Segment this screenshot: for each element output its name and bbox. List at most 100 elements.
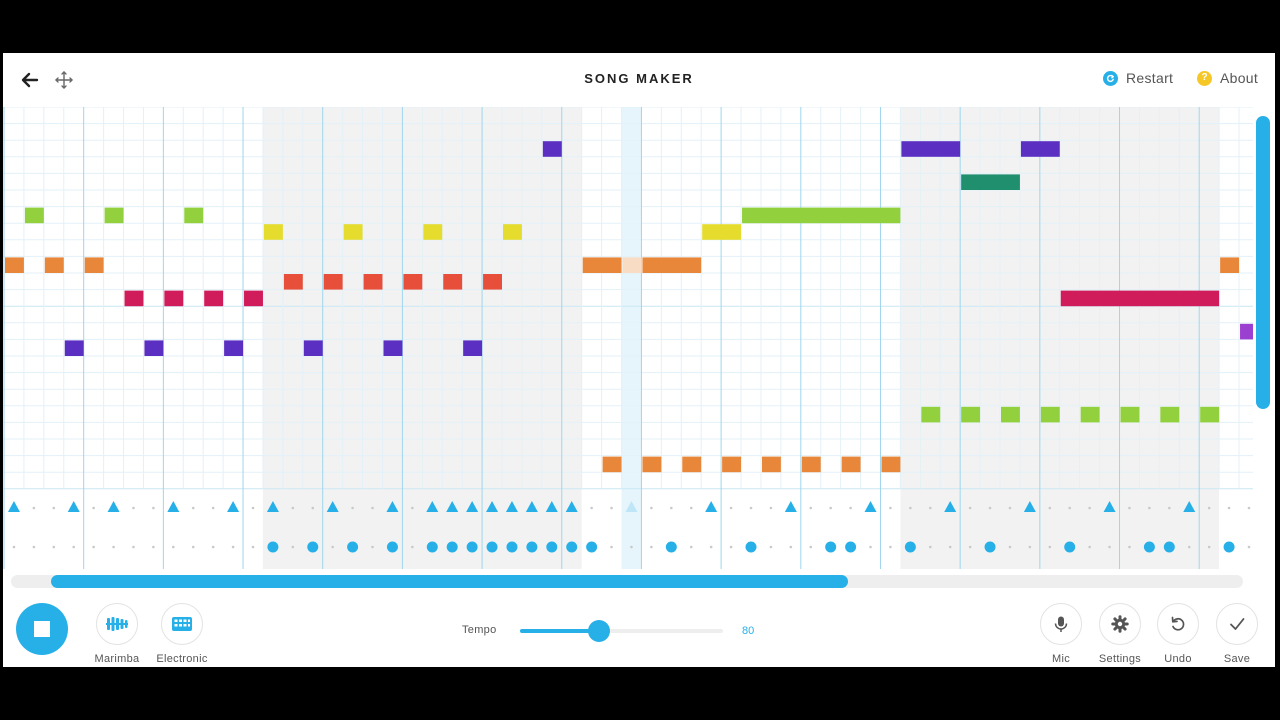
- percussion-triangle[interactable]: [426, 501, 439, 512]
- percussion-empty-dot[interactable]: [311, 506, 315, 510]
- percussion-empty-dot[interactable]: [291, 545, 295, 549]
- melody-note[interactable]: [722, 456, 742, 473]
- percussion-empty-dot[interactable]: [1068, 506, 1072, 510]
- percussion-empty-dot[interactable]: [968, 506, 972, 510]
- percussion-empty-dot[interactable]: [411, 545, 414, 549]
- melody-note[interactable]: [483, 274, 502, 290]
- percussion-empty-dot[interactable]: [809, 506, 813, 510]
- melody-note[interactable]: [1240, 323, 1253, 340]
- percussion-empty-dot[interactable]: [689, 506, 693, 510]
- melody-note[interactable]: [642, 257, 702, 273]
- melody-note[interactable]: [24, 207, 44, 224]
- percussion-circle[interactable]: [1163, 541, 1175, 553]
- percussion-empty-dot[interactable]: [1207, 506, 1211, 510]
- percussion-triangle[interactable]: [107, 501, 120, 512]
- percussion-circle[interactable]: [586, 541, 598, 553]
- percussion-empty-dot[interactable]: [1088, 506, 1091, 510]
- percussion-triangle[interactable]: [167, 501, 180, 512]
- percussion-empty-dot[interactable]: [1048, 545, 1052, 549]
- melody-note[interactable]: [1001, 406, 1020, 423]
- percussion-empty-dot[interactable]: [52, 506, 56, 510]
- melody-note[interactable]: [244, 290, 263, 307]
- melody-note[interactable]: [283, 274, 303, 290]
- percussion-empty-dot[interactable]: [1148, 506, 1151, 510]
- back-button[interactable]: [17, 67, 43, 93]
- melody-note[interactable]: [901, 141, 961, 157]
- percussion-empty-dot[interactable]: [1108, 545, 1111, 549]
- percussion-triangle[interactable]: [1023, 501, 1036, 512]
- percussion-triangle[interactable]: [505, 501, 518, 512]
- melody-note[interactable]: [961, 174, 1020, 190]
- percussion-empty-dot[interactable]: [371, 545, 374, 549]
- percussion-empty-dot[interactable]: [152, 545, 155, 549]
- percussion-triangle[interactable]: [705, 501, 718, 512]
- restart-button[interactable]: Restart: [1103, 70, 1173, 86]
- percussion-empty-dot[interactable]: [1008, 545, 1012, 549]
- percussion-empty-dot[interactable]: [909, 506, 912, 510]
- melody-note[interactable]: [343, 224, 363, 240]
- melody-note[interactable]: [761, 456, 781, 473]
- percussion-triangle[interactable]: [525, 501, 538, 512]
- percussion-triangle[interactable]: [784, 501, 797, 512]
- percussion-circle[interactable]: [745, 541, 757, 553]
- percussion-empty-dot[interactable]: [988, 506, 992, 510]
- percussion-circle[interactable]: [1223, 541, 1235, 553]
- tempo-slider-handle[interactable]: [588, 620, 610, 642]
- percussion-empty-dot[interactable]: [132, 545, 135, 549]
- percussion-triangle[interactable]: [1183, 501, 1196, 512]
- melody-note[interactable]: [64, 340, 84, 356]
- percussion-circle[interactable]: [486, 541, 498, 553]
- percussion-empty-dot[interactable]: [1207, 545, 1211, 549]
- melody-note[interactable]: [841, 456, 861, 473]
- percussion-empty-dot[interactable]: [411, 506, 414, 510]
- percussion-empty-dot[interactable]: [928, 506, 932, 510]
- melody-note[interactable]: [323, 274, 343, 290]
- percussion-empty-dot[interactable]: [251, 545, 255, 549]
- melody-note[interactable]: [5, 257, 24, 273]
- melody-note[interactable]: [622, 257, 642, 273]
- melody-note[interactable]: [702, 224, 742, 240]
- melody-note[interactable]: [921, 406, 941, 423]
- melody-note[interactable]: [463, 340, 483, 356]
- percussion-empty-dot[interactable]: [1048, 506, 1052, 510]
- percussion-circle[interactable]: [426, 541, 438, 553]
- percussion-triangle[interactable]: [466, 501, 479, 512]
- percussion-empty-dot[interactable]: [1028, 545, 1032, 549]
- percussion-empty-dot[interactable]: [172, 545, 175, 549]
- percussion-triangle[interactable]: [326, 501, 339, 512]
- percussion-circle[interactable]: [386, 541, 398, 553]
- percussion-empty-dot[interactable]: [670, 506, 673, 510]
- percussion-empty-dot[interactable]: [1247, 506, 1251, 510]
- percussion-empty-dot[interactable]: [630, 545, 633, 549]
- percussion-empty-dot[interactable]: [132, 506, 135, 510]
- note-grid[interactable]: [3, 107, 1253, 569]
- melody-note[interactable]: [124, 290, 144, 307]
- percussion-empty-dot[interactable]: [191, 545, 195, 549]
- percussion-triangle[interactable]: [386, 501, 399, 512]
- percussion-button[interactable]: Electronic: [146, 603, 218, 665]
- percussion-empty-dot[interactable]: [889, 506, 892, 510]
- percussion-empty-dot[interactable]: [72, 545, 76, 549]
- melody-note[interactable]: [1120, 406, 1140, 423]
- percussion-circle[interactable]: [1143, 541, 1155, 553]
- percussion-empty-dot[interactable]: [211, 545, 215, 549]
- percussion-triangle[interactable]: [545, 501, 558, 512]
- percussion-empty-dot[interactable]: [689, 545, 693, 549]
- percussion-empty-dot[interactable]: [1227, 506, 1231, 510]
- percussion-empty-dot[interactable]: [1128, 506, 1131, 510]
- melody-note[interactable]: [84, 257, 104, 273]
- percussion-empty-dot[interactable]: [928, 545, 932, 549]
- percussion-empty-dot[interactable]: [729, 506, 733, 510]
- percussion-circle[interactable]: [904, 541, 916, 553]
- save-button[interactable]: Save: [1201, 603, 1273, 665]
- percussion-empty-dot[interactable]: [889, 545, 892, 549]
- melody-note[interactable]: [144, 340, 164, 356]
- melody-note[interactable]: [423, 224, 443, 240]
- percussion-triangle[interactable]: [625, 501, 638, 512]
- percussion-circle[interactable]: [466, 541, 478, 553]
- percussion-circle[interactable]: [446, 541, 458, 553]
- percussion-circle[interactable]: [1064, 541, 1076, 553]
- percussion-circle[interactable]: [267, 541, 279, 553]
- percussion-empty-dot[interactable]: [52, 545, 56, 549]
- percussion-circle[interactable]: [347, 541, 359, 553]
